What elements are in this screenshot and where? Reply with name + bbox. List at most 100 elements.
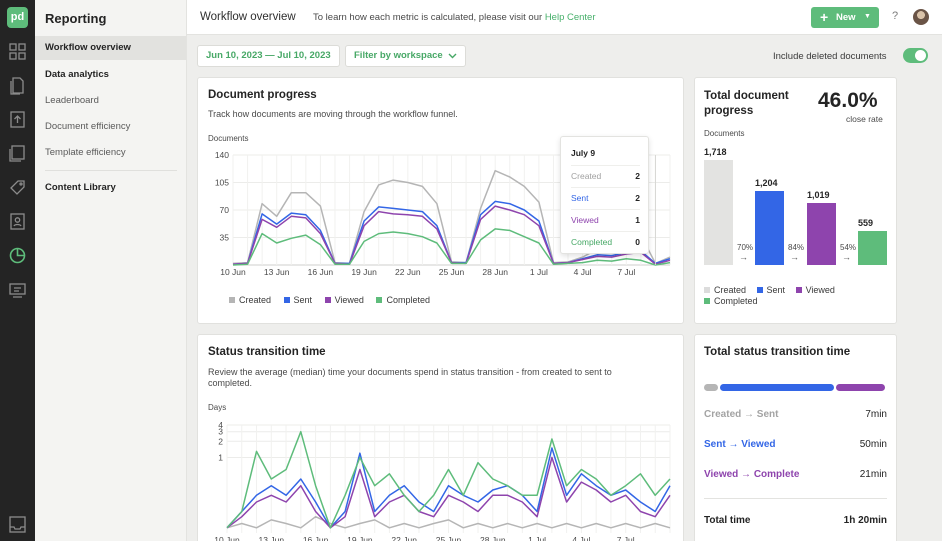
series-line-completed — [232, 228, 671, 266]
tooltip-sent-label: Sent — [571, 193, 589, 203]
x-tick-label: 1 Jul — [528, 535, 546, 541]
funnel-legend-created[interactable]: Created — [704, 285, 746, 295]
legend-viewed[interactable]: Viewed — [324, 295, 364, 305]
x-tick-label: 7 Jul — [617, 267, 635, 277]
transition-sent-viewed-label: Sent → Viewed — [704, 439, 776, 450]
sidebar-item-document-efficiency[interactable]: Document efficiency — [45, 121, 131, 132]
funnel-legend-sent-label: Sent — [766, 285, 786, 295]
document-progress-ylabel: Documents — [208, 134, 249, 143]
y-tick-label: 140 — [215, 150, 229, 160]
library-icon[interactable] — [8, 144, 27, 163]
funnel-bar-sent[interactable] — [755, 191, 784, 265]
y-tick-label: 3 — [218, 427, 223, 437]
funnel-swatch-created — [704, 287, 710, 293]
sidebar-item-content-library[interactable]: Content Library — [45, 182, 116, 193]
x-tick-label: 16 Jun — [303, 535, 329, 541]
funnel-legend-completed[interactable]: Completed — [704, 296, 758, 306]
legend-completed[interactable]: Completed — [376, 295, 430, 305]
tooltip-created-value: 2 — [635, 171, 640, 181]
transition-segment-viewed-complete — [835, 384, 885, 391]
templates-icon[interactable] — [8, 280, 27, 299]
pandadoc-logo[interactable]: pd — [7, 7, 28, 28]
funnel-bar-created[interactable] — [704, 160, 733, 265]
x-tick-label: 28 Jun — [480, 535, 506, 541]
x-tick-label: 1 Jul — [530, 267, 548, 277]
funnel-conversion-label: 54% — [840, 243, 857, 252]
workspace-filter-label: Filter by workspace — [354, 50, 443, 61]
x-tick-label: 28 Jun — [482, 267, 508, 277]
x-tick-label: 4 Jul — [572, 535, 590, 541]
funnel-legend-sent[interactable]: Sent — [756, 285, 786, 295]
funnel-value-completed: 559 — [858, 217, 874, 228]
help-icon[interactable]: ? — [892, 10, 899, 22]
sidebar-item-workflow-overview[interactable]: Workflow overview — [35, 36, 186, 60]
funnel-legend-completed-label: Completed — [714, 296, 758, 306]
tooltip-viewed-label: Viewed — [571, 215, 599, 225]
funnel-conversion-label: 84% — [788, 243, 805, 252]
document-progress-desc: Track how documents are moving through t… — [208, 109, 458, 119]
chart-tooltip: July 9 Created 2 Sent 2 Viewed 1 Completed 0 — [560, 136, 649, 254]
help-hint: To learn how each metric is calculated, … — [313, 12, 596, 23]
plus-icon: + — [820, 9, 829, 25]
total-progress-ylabel: Documents — [704, 129, 745, 138]
tooltip-row-completed: Completed 0 — [571, 231, 640, 252]
funnel-swatch-completed — [704, 298, 710, 304]
y-tick-label: 35 — [220, 233, 230, 243]
status-transition-desc-line2: completed. — [208, 378, 253, 388]
status-transition-ylabel: Days — [208, 403, 227, 412]
help-center-link[interactable]: Help Center — [544, 12, 596, 23]
transition-row-viewed-complete: Viewed → Complete 21min — [704, 469, 887, 480]
total-progress-title-line2: progress — [704, 105, 754, 117]
reports-icon[interactable] — [8, 246, 27, 265]
total-status-title: Total status transition time — [704, 346, 851, 358]
transition-line-completed — [226, 430, 671, 529]
legend-swatch-completed — [376, 297, 383, 303]
documents-icon[interactable] — [8, 76, 27, 95]
transition-row-created-sent: Created → Sent 7min — [704, 409, 887, 420]
close-rate-label: close rate — [846, 114, 883, 124]
sidebar-item-template-efficiency[interactable]: Template efficiency — [45, 147, 126, 158]
y-tick-label: 1 — [218, 453, 223, 463]
tooltip-row-viewed: Viewed 1 — [571, 209, 640, 230]
y-tick-label: 4 — [218, 420, 223, 430]
transition-line-sent — [226, 447, 671, 529]
sidebar-item-data-analytics[interactable]: Data analytics — [45, 69, 109, 80]
workspace-filter[interactable]: Filter by workspace — [345, 45, 466, 67]
tag-icon[interactable] — [8, 178, 27, 197]
transition-viewed-complete-value: 21min — [859, 469, 887, 480]
sidebar-item-leaderboard[interactable]: Leaderboard — [45, 95, 99, 106]
total-time-value: 1h 20min — [843, 515, 887, 526]
legend-viewed-label: Viewed — [334, 295, 364, 305]
legend-swatch-viewed — [324, 297, 331, 303]
arrow-right-icon: → — [790, 252, 799, 262]
funnel-swatch-viewed — [795, 287, 802, 293]
funnel-value-sent: 1,204 — [755, 178, 778, 189]
legend-sent[interactable]: Sent — [283, 295, 312, 305]
status-transition-chart: 432 1 10 Jun 13 Jun 16 Jun 19 Jun 22 Jun 25 Jun… — [214, 420, 671, 541]
funnel-bar-completed[interactable] — [858, 230, 887, 265]
contacts-icon[interactable] — [8, 212, 27, 231]
transition-viewed-complete-label: Viewed → Complete — [704, 469, 800, 480]
page-title: Workflow overview — [200, 11, 296, 23]
include-deleted-toggle[interactable] — [903, 48, 928, 63]
caret-down-icon: ▼ — [864, 13, 871, 20]
tooltip-completed-label: Completed — [571, 237, 613, 247]
grid-icon[interactable] — [8, 42, 27, 61]
transition-line-viewed — [226, 456, 671, 529]
upload-icon[interactable] — [8, 110, 27, 129]
legend-swatch-created — [229, 297, 235, 303]
reporting-sidebar: Reporting Workflow overview Data analyti… — [35, 0, 187, 541]
funnel-bar-viewed[interactable] — [807, 202, 836, 265]
new-button[interactable]: + New ▼ — [811, 7, 879, 28]
funnel-value-created: 1,718 — [704, 147, 727, 157]
date-range-picker[interactable]: Jun 10, 2023 — Jul 10, 2023 — [197, 45, 340, 67]
user-avatar[interactable] — [913, 9, 929, 25]
funnel-legend-viewed[interactable]: Viewed — [795, 285, 835, 295]
inbox-icon[interactable] — [8, 515, 27, 534]
funnel-conversion-label: 70% — [737, 243, 754, 252]
x-tick-label: 10 Jun — [214, 535, 240, 541]
funnel-legend-created-label: Created — [714, 285, 747, 295]
x-tick-label: 13 Jun — [264, 267, 290, 277]
legend-created[interactable]: Created — [229, 295, 271, 305]
transition-created-sent-value: 7min — [865, 409, 887, 420]
